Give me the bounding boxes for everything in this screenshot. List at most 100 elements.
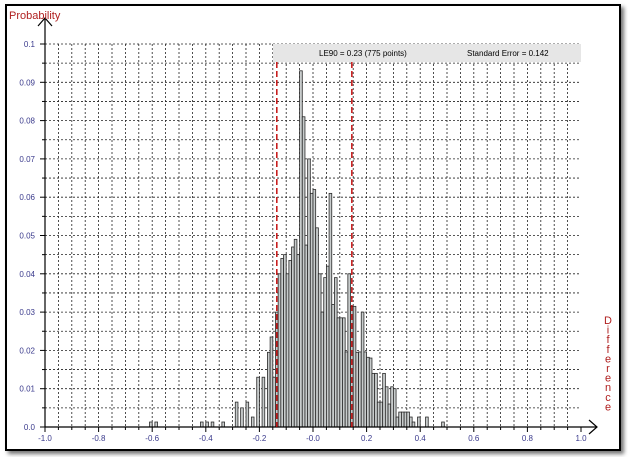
x-axis-title-letter: r [606, 363, 610, 375]
histogram-bar [363, 351, 368, 428]
histogram-bar [390, 386, 394, 428]
histogram-bar [409, 416, 413, 428]
histogram-bar [304, 244, 309, 428]
histogram-bar [261, 376, 266, 428]
histogram-bar [299, 70, 303, 428]
histogram-bar [285, 273, 290, 428]
histogram-bar [425, 416, 429, 428]
x-tick-label: -0.8 [92, 434, 106, 443]
x-tick-label: 0.6 [468, 434, 480, 443]
histogram-bar [200, 421, 204, 428]
x-axis-arrow [588, 419, 598, 435]
x-axis-title-letter: e [605, 373, 611, 385]
x-tick-label: 0.4 [415, 434, 427, 443]
x-tick-label: 0.2 [361, 434, 373, 443]
histogram-bar [307, 158, 311, 428]
y-tick-label: 0.06 [19, 193, 35, 202]
histogram-bars [149, 70, 445, 428]
le90-label: LE90 = 0.23 (775 points) [319, 49, 407, 58]
histogram-bar [269, 336, 274, 428]
histogram-bar [328, 192, 333, 428]
histogram-bar [366, 356, 370, 428]
x-tick-label: 0.8 [522, 434, 534, 443]
histogram-bar [320, 311, 325, 428]
histogram-bar [301, 116, 306, 428]
histogram-chart: LE90 = 0.23 (775 points) Standard Error … [9, 10, 612, 443]
x-tick-label: -1.0 [38, 434, 52, 443]
y-tick-label: 0.07 [19, 155, 35, 164]
chart-frame: LE90 = 0.23 (775 points) Standard Error … [5, 4, 621, 451]
histogram-bar [384, 386, 389, 428]
histogram-bar [382, 372, 386, 428]
x-tick-label: -0.0 [306, 434, 320, 443]
histogram-bar [374, 372, 378, 428]
histogram-bar [358, 351, 362, 428]
histogram-bar [411, 421, 416, 428]
histogram-bar [234, 401, 239, 428]
histogram-bar [325, 265, 330, 428]
histogram-bar [267, 351, 271, 428]
histogram-bar [355, 351, 359, 428]
histogram-bar [293, 238, 298, 428]
histogram-bar [406, 411, 410, 428]
x-tick-label: 1.0 [575, 434, 587, 443]
y-tick-label: 0.0 [24, 423, 36, 432]
histogram-bar [344, 351, 349, 428]
histogram-bar [401, 411, 405, 428]
x-tick-label: -0.2 [253, 434, 267, 443]
histogram-bar [395, 416, 400, 428]
info-box: LE90 = 0.23 (775 points) Standard Error … [273, 44, 581, 62]
histogram-bar [245, 401, 250, 428]
y-tick-label: 0.01 [19, 385, 35, 394]
x-axis-title-letter: i [607, 325, 609, 337]
histogram-bar [250, 416, 255, 428]
histogram-bar [272, 376, 276, 428]
y-tick-label: 0.03 [19, 308, 35, 317]
histogram-bar [371, 372, 376, 428]
histogram-bar [360, 311, 365, 428]
x-axis-title-letter: e [605, 401, 611, 413]
info-box-background [273, 44, 581, 62]
histogram-bar [403, 411, 408, 428]
histogram-bar [334, 277, 338, 428]
histogram-bar [317, 273, 322, 428]
histogram-bar [441, 421, 445, 428]
y-tick-label: 0.08 [19, 117, 35, 126]
y-tick-label: 0.04 [19, 270, 35, 279]
histogram-bar [154, 421, 158, 428]
y-tick-label: 0.05 [19, 232, 35, 241]
histogram-bar [296, 254, 301, 428]
histogram-bar [205, 421, 209, 428]
histogram-bar [256, 376, 260, 428]
y-tick-label: 0.1 [24, 40, 36, 49]
histogram-bar [347, 273, 351, 428]
histogram-bar [280, 258, 284, 428]
x-axis-title-letter: e [605, 353, 611, 365]
histogram-bar [368, 357, 373, 428]
histogram-bar [288, 259, 292, 428]
y-tick-label: 0.02 [19, 346, 35, 355]
histogram-bar [149, 421, 153, 428]
x-axis-title-letter: c [605, 392, 611, 404]
histogram-bar [283, 254, 287, 428]
x-tick-label: -0.4 [199, 434, 213, 443]
histogram-bar [323, 277, 327, 428]
y-axis-arrow [37, 17, 53, 27]
histogram-bar [379, 401, 384, 428]
std-error-label: Standard Error = 0.142 [467, 49, 549, 58]
histogram-bar [352, 305, 357, 428]
histogram-bar [331, 304, 335, 428]
histogram-bar [417, 416, 421, 428]
histogram-bar [342, 317, 346, 428]
histogram-bar [336, 317, 341, 428]
histogram-bar [398, 411, 402, 428]
x-axis-title-letter: D [604, 315, 612, 327]
histogram-bar [291, 246, 295, 428]
histogram-bar [240, 407, 244, 428]
reference-lines [276, 44, 353, 427]
x-axis-title-letter: f [606, 334, 610, 346]
histogram-bar [277, 273, 282, 428]
histogram-bar [392, 388, 397, 428]
y-axis-title: Probability [9, 10, 61, 22]
histogram-bar [376, 401, 381, 428]
